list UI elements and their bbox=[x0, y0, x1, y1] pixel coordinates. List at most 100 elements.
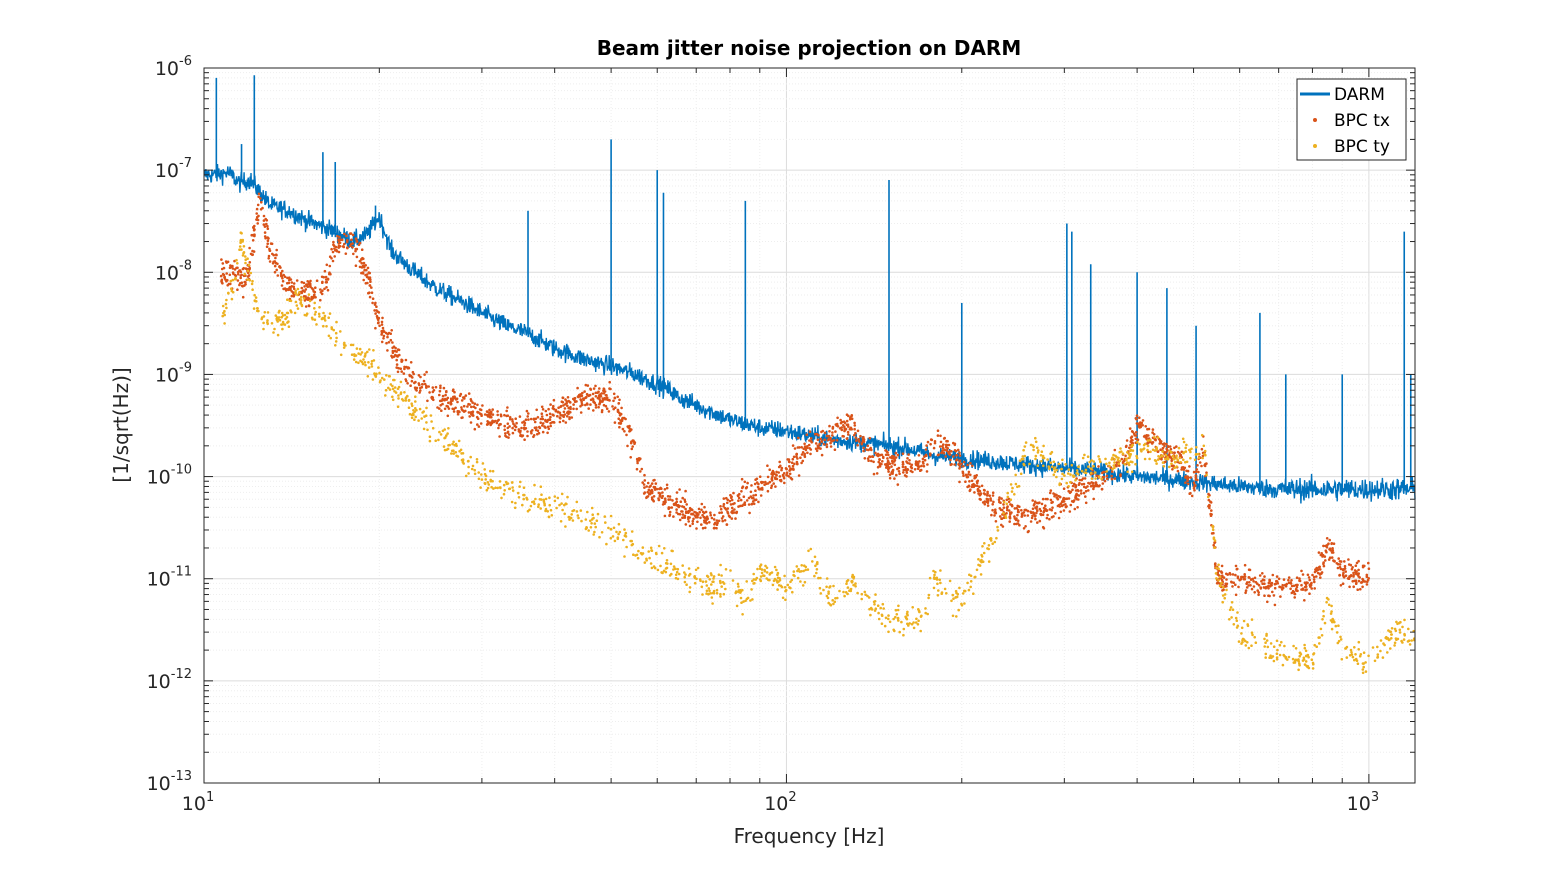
bpc-ty-point bbox=[815, 571, 818, 575]
bpc-tx-point bbox=[1041, 497, 1045, 501]
bpc-tx-point bbox=[1078, 478, 1081, 482]
bpc-tx-point bbox=[1130, 435, 1134, 439]
bpc-tx-point bbox=[411, 370, 415, 374]
bpc-tx-point bbox=[739, 504, 742, 508]
bpc-ty-point bbox=[1065, 481, 1068, 485]
bpc-tx-point bbox=[253, 233, 256, 236]
bpc-ty-point bbox=[568, 518, 571, 521]
bpc-tx-point bbox=[315, 279, 319, 283]
bpc-ty-point bbox=[848, 589, 851, 592]
bpc-ty-point bbox=[452, 452, 456, 455]
tick-labels: 101 102 10310-610-710-810-910-1010-1110-12… bbox=[147, 54, 1380, 815]
bpc-ty-point bbox=[286, 298, 289, 302]
bpc-ty-point bbox=[410, 413, 414, 417]
bpc-ty-point bbox=[1146, 448, 1149, 452]
y-tick-label-base: 10 bbox=[155, 58, 179, 80]
bpc-tx-point bbox=[348, 232, 352, 235]
bpc-tx-point bbox=[865, 448, 868, 451]
bpc-tx-point bbox=[1082, 482, 1086, 486]
bpc-tx-point bbox=[652, 495, 656, 498]
bpc-tx-point bbox=[456, 400, 459, 404]
bpc-tx-point bbox=[1031, 499, 1034, 502]
bpc-ty-point bbox=[753, 581, 756, 585]
bpc-tx-point bbox=[274, 256, 277, 260]
bpc-tx-point bbox=[755, 481, 759, 484]
bpc-ty-point bbox=[1002, 512, 1005, 515]
bpc-ty-point bbox=[1400, 639, 1403, 643]
bpc-tx-point bbox=[558, 411, 562, 415]
x-tick-label: 101 bbox=[182, 790, 214, 815]
bpc-tx-point bbox=[750, 502, 754, 506]
bpc-ty-point bbox=[598, 535, 601, 539]
bpc-tx-point bbox=[1343, 567, 1347, 570]
bpc-ty-point bbox=[1052, 460, 1055, 464]
bpc-ty-point bbox=[438, 430, 441, 434]
bpc-tx-point bbox=[591, 397, 595, 401]
bpc-tx-point bbox=[265, 222, 268, 226]
bpc-tx-point bbox=[1136, 438, 1140, 442]
bpc-ty-point bbox=[655, 552, 658, 556]
bpc-ty-point bbox=[1298, 663, 1301, 667]
bpc-ty-point bbox=[966, 581, 969, 585]
bpc-tx-point bbox=[924, 448, 928, 451]
bpc-ty-point bbox=[927, 596, 930, 600]
bpc-tx-point bbox=[1138, 416, 1141, 420]
bpc-ty-point bbox=[908, 622, 911, 625]
bpc-ty-point bbox=[1389, 647, 1392, 650]
bpc-ty-point bbox=[607, 526, 610, 530]
bpc-tx-point bbox=[495, 421, 499, 425]
bpc-ty-point bbox=[825, 585, 828, 589]
bpc-tx-point bbox=[1333, 559, 1336, 563]
bpc-tx-point bbox=[319, 298, 322, 302]
bpc-tx-point bbox=[488, 414, 491, 417]
bpc-tx-point bbox=[643, 473, 646, 477]
bpc-ty-point bbox=[693, 576, 697, 580]
bpc-tx-point bbox=[701, 510, 705, 514]
bpc-ty-point bbox=[877, 617, 881, 621]
bpc-tx-point bbox=[445, 398, 449, 401]
bpc-tx-point bbox=[1058, 495, 1062, 499]
bpc-tx-point bbox=[309, 285, 312, 289]
bpc-ty-point bbox=[1052, 473, 1056, 477]
bpc-tx-point bbox=[446, 405, 450, 408]
bpc-tx-point bbox=[1295, 576, 1299, 579]
bpc-tx-point bbox=[876, 465, 880, 469]
bpc-ty-point bbox=[1264, 652, 1268, 656]
bpc-tx-point bbox=[944, 455, 947, 458]
bpc-tx-point bbox=[729, 503, 733, 506]
bpc-tx-point bbox=[238, 269, 242, 272]
bpc-tx-point bbox=[944, 443, 948, 447]
bpc-tx-point bbox=[829, 445, 833, 448]
bpc-ty-point bbox=[1036, 464, 1040, 468]
bpc-tx-point bbox=[1290, 591, 1294, 595]
bpc-ty-point bbox=[1203, 449, 1207, 453]
bpc-tx-point bbox=[360, 258, 363, 261]
bpc-tx-point bbox=[967, 470, 971, 474]
bpc-tx-point bbox=[1020, 509, 1023, 512]
bpc-ty-point bbox=[414, 407, 417, 410]
bpc-ty-point bbox=[1284, 657, 1288, 660]
bpc-ty-point bbox=[951, 593, 955, 597]
bpc-tx-point bbox=[221, 262, 225, 265]
bpc-tx-point bbox=[515, 421, 518, 425]
bpc-tx-point bbox=[271, 252, 274, 256]
bpc-ty-point bbox=[555, 506, 558, 510]
bpc-ty-point bbox=[461, 459, 465, 462]
bpc-tx-point bbox=[894, 456, 898, 459]
bpc-ty-point bbox=[486, 481, 490, 484]
bpc-ty-point bbox=[489, 469, 492, 473]
bpc-ty-point bbox=[1280, 640, 1283, 644]
bpc-ty-point bbox=[615, 530, 618, 534]
bpc-tx-point bbox=[630, 447, 634, 451]
bpc-tx-point bbox=[874, 451, 877, 455]
bpc-tx-point bbox=[564, 403, 567, 406]
bpc-ty-point bbox=[1303, 643, 1306, 647]
bpc-tx-point bbox=[833, 448, 837, 452]
bpc-ty-point bbox=[819, 576, 822, 580]
bpc-ty-point bbox=[484, 478, 488, 481]
bpc-ty-point bbox=[1153, 436, 1156, 439]
bpc-tx-point bbox=[916, 467, 920, 471]
bpc-tx-point bbox=[908, 462, 911, 465]
bpc-ty-point bbox=[1148, 457, 1151, 461]
bpc-ty-point bbox=[332, 328, 336, 332]
